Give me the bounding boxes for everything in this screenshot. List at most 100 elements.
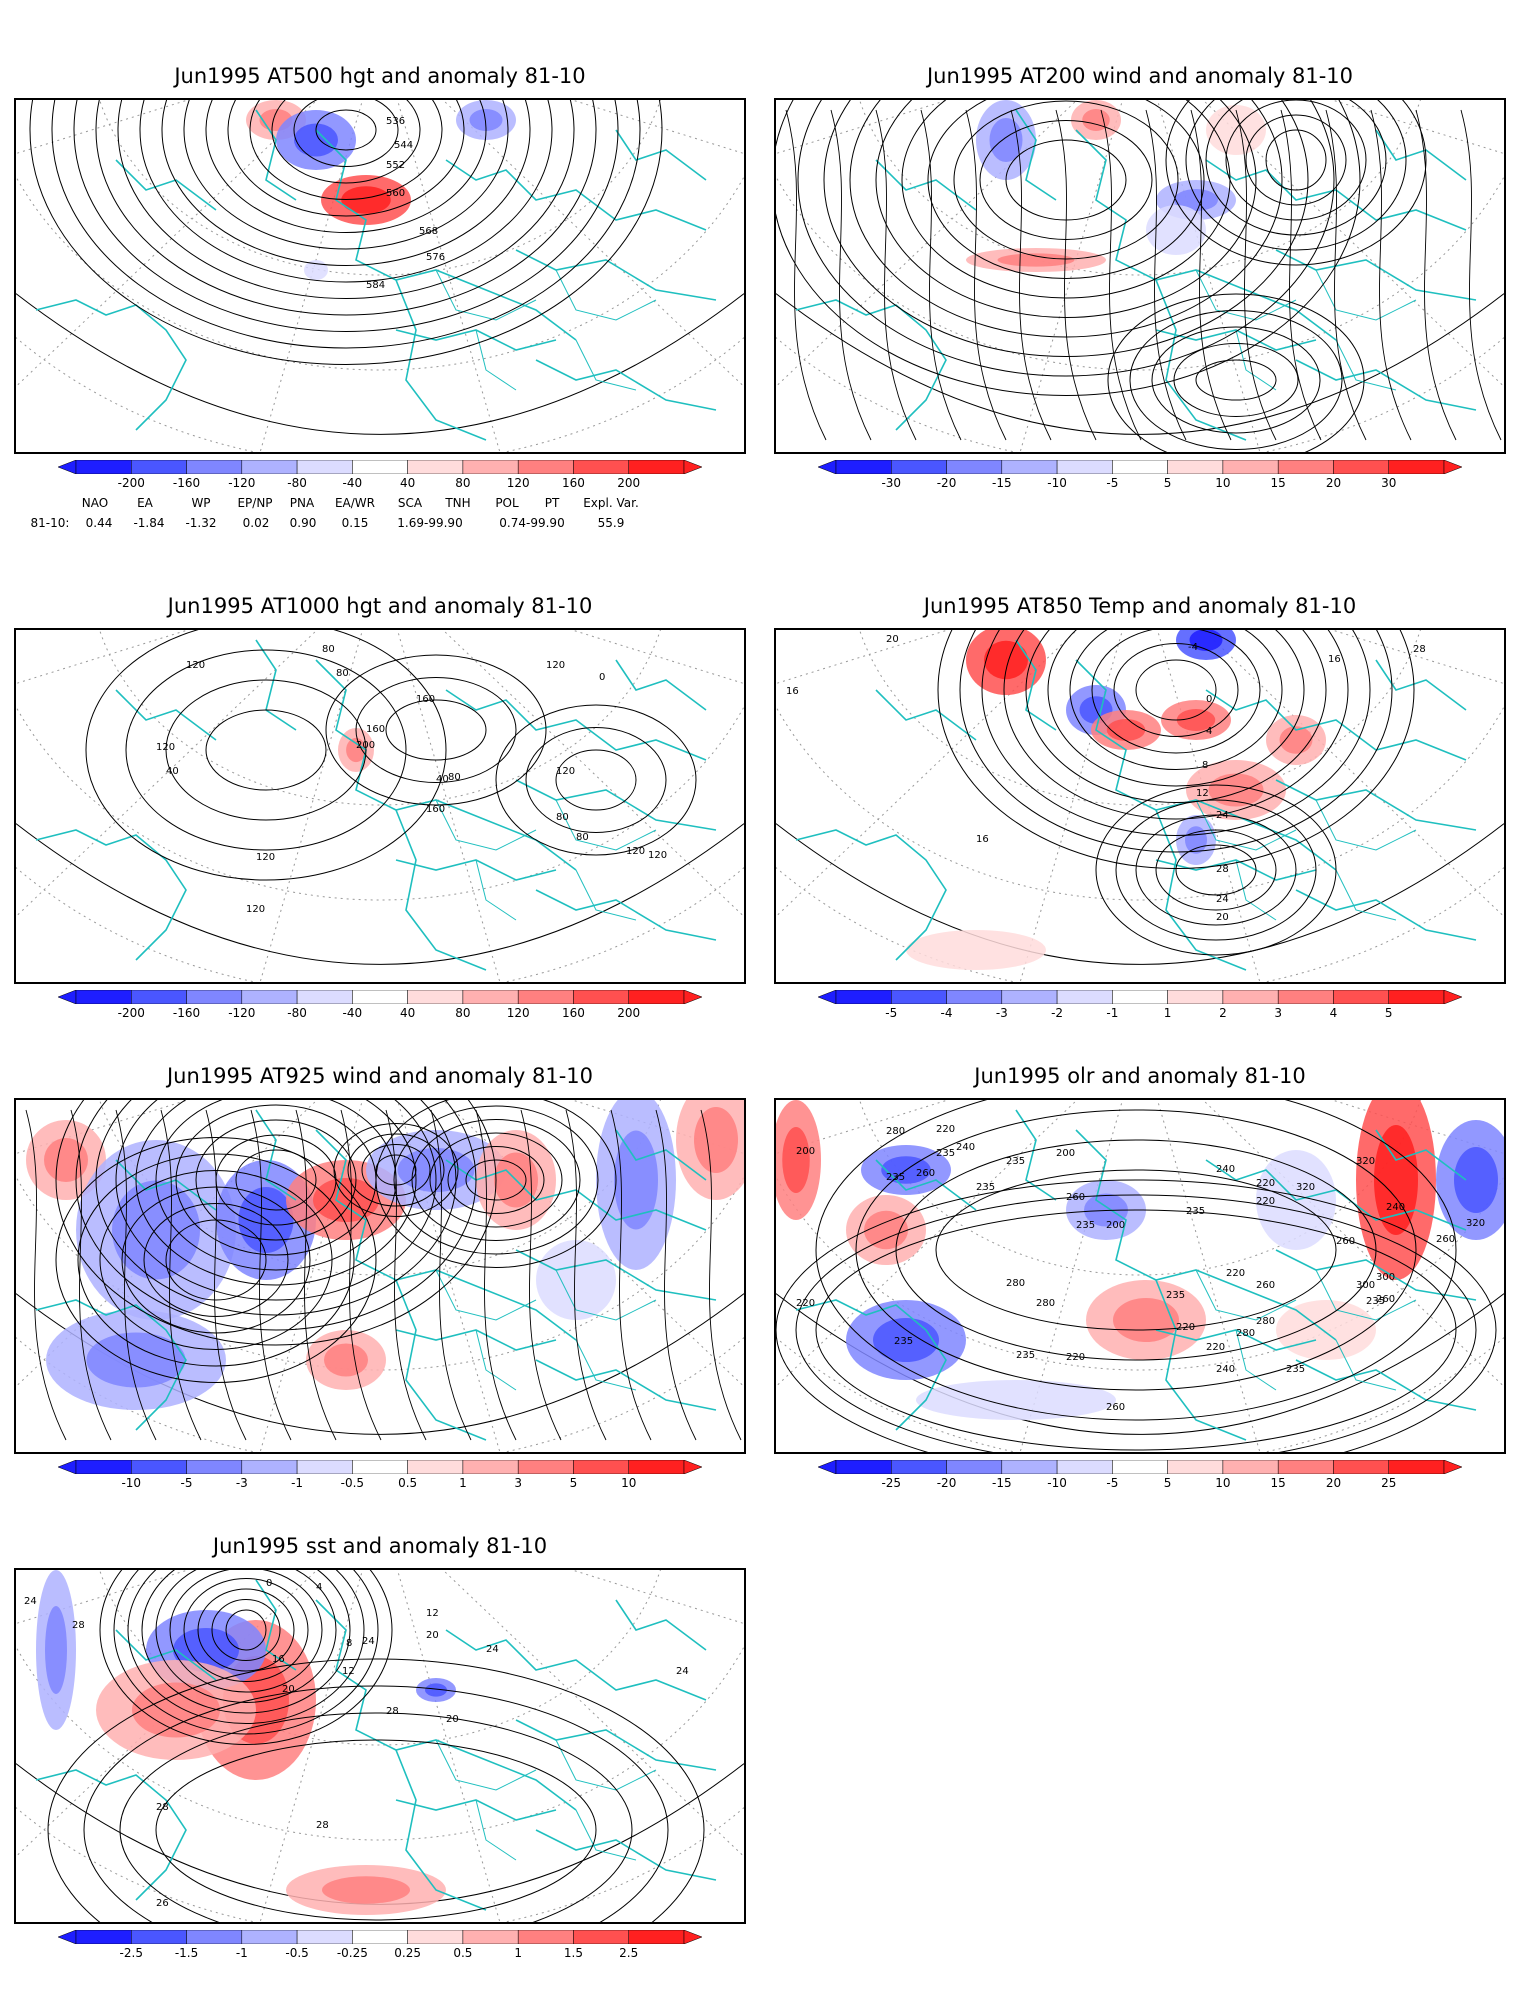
colorbar-tick-label: -15 <box>992 476 1012 490</box>
colorbar-tick-label: -2 <box>1051 1006 1064 1020</box>
teleconnection-header: NAO EA WP EP/NP PNA EA/WR SCA TNH POL PT Expl. Var… <box>0 496 740 512</box>
colorbar-tick-label: -5 <box>180 1476 193 1490</box>
contour-label: 120 <box>246 904 265 915</box>
colorbar-tick-label: 120 <box>506 476 530 490</box>
contour-label: 235 <box>1186 1206 1205 1217</box>
contour-label: 24 <box>1216 810 1229 821</box>
teleconnection-value-cell: -1.32 <box>185 516 217 530</box>
contour-label: 24 <box>676 1666 689 1677</box>
contour-label: 260 <box>1066 1192 1085 1203</box>
colorbar-tick-label: -0.25 <box>336 1946 368 1960</box>
contour-label: 80 <box>556 812 569 823</box>
contour-label: 120 <box>648 850 667 861</box>
panel-title-7: Jun1995 sst and anomaly 81-10 <box>212 1534 548 1558</box>
teleconnection-header-cell: EA/WR <box>334 496 376 510</box>
contour-label: 12 <box>1196 788 1209 799</box>
colorbar-tick-label: -10 <box>1047 1476 1067 1490</box>
teleconnection-value-cell: 1.69-99.90 <box>397 516 463 530</box>
colorbar-tick-label: 5 <box>1384 1006 1393 1020</box>
contour-label: 16 <box>1328 654 1341 665</box>
contour-label: 240 <box>956 1142 975 1153</box>
colorbar-tick-label: -5 <box>885 1006 898 1020</box>
contour-label: 235 <box>1016 1350 1035 1361</box>
colorbar-tick-label: 1 <box>1163 1006 1172 1020</box>
contour-label: 320 <box>1356 1156 1375 1167</box>
contour-label: 28 <box>1216 864 1229 875</box>
panel-title-1: Jun1995 AT500 hgt and anomaly 81-10 <box>174 64 586 88</box>
teleconnection-value-cell: 55.9 <box>597 516 625 530</box>
contour-label: 24 <box>1216 894 1229 905</box>
contour-label: 80 <box>448 772 461 783</box>
colorbar-tick-label: 1 <box>514 1946 522 1960</box>
colorbar-tick-label: -20 <box>936 476 957 490</box>
contour-label: 120 <box>256 852 275 863</box>
map-500hgt: 536 544 552 560 568 576 584 <box>14 98 746 454</box>
contour-label: 544 <box>394 140 413 151</box>
colorbar-tick-label: 80 <box>455 1006 471 1020</box>
contour-label: 220 <box>1176 1322 1195 1333</box>
teleconnection-header-cell: Expl. Var. <box>583 496 639 510</box>
colorbar-tick-label: 20 <box>1325 1476 1342 1490</box>
contour-label: 320 <box>1296 1182 1315 1193</box>
contour-label: 28 <box>1413 644 1426 655</box>
colorbar-tick-label: 4 <box>1329 1006 1338 1020</box>
colorbar-tick-label: 3 <box>1274 1006 1282 1020</box>
colorbar-tick-label: 2 <box>1219 1006 1227 1020</box>
contour-label: 568 <box>419 226 438 237</box>
colorbar-tick-label: -40 <box>342 476 363 490</box>
contour-label: 280 <box>1256 1316 1275 1327</box>
colorbar-tick-label: 15 <box>1270 1476 1286 1490</box>
colorbar-tick-label: 15 <box>1270 476 1286 490</box>
contour-label: 40 <box>436 774 449 785</box>
colorbar-tick-label: 2.5 <box>619 1946 639 1960</box>
contour-label: 220 <box>936 1124 955 1135</box>
colorbar-tick-label: -120 <box>228 476 256 490</box>
colorbar-tick-label: -0.5 <box>285 1946 309 1960</box>
colorbar-tick-label: -0.5 <box>340 1476 365 1490</box>
contour-label: 26 <box>156 1898 169 1909</box>
contour-label: 300 <box>1376 1272 1395 1283</box>
contour-label: 200 <box>1106 1220 1125 1231</box>
contour-label: 240 <box>1386 1202 1405 1213</box>
teleconnection-header-cell: SCA <box>397 496 423 510</box>
contour-label: 16 <box>976 834 989 845</box>
colorbar-1000hgt: -200 -160 -120 -80 -40 40 80 120 160 200 <box>58 990 702 1026</box>
colorbar-tick-label: -1 <box>291 1476 304 1490</box>
contour-label: 280 <box>1036 1298 1055 1309</box>
contour-label: 235 <box>1076 1220 1095 1231</box>
colorbar-tick-label: 10 <box>1215 476 1231 490</box>
contour-label: 120 <box>156 742 175 753</box>
contour-label: 0 <box>266 1578 272 1589</box>
teleconnection-header-cell: PT <box>544 496 560 510</box>
map-200wind <box>774 98 1506 454</box>
contour-label: 20 <box>426 1630 439 1641</box>
contour-label: 200 <box>796 1146 815 1157</box>
contour-label: 120 <box>186 660 205 671</box>
contour-label: 80 <box>322 644 335 655</box>
panel-title-3: Jun1995 AT1000 hgt and anomaly 81-10 <box>167 594 593 618</box>
colorbar-tick-label: -5 <box>1106 1476 1119 1490</box>
contour-label: 220 <box>1066 1352 1085 1363</box>
colorbar-tick-label: 80 <box>455 476 471 490</box>
contour-label: 28 <box>386 1706 399 1717</box>
contour-label: 235 <box>936 1148 955 1159</box>
colorbar-tick-label: 1 <box>459 1476 467 1490</box>
colorbar-tick-label: -160 <box>172 476 201 490</box>
contour-label: 0 <box>1206 694 1212 705</box>
colorbar-tick-label: -160 <box>172 1006 201 1020</box>
colorbar-tick-label: -3 <box>235 1476 248 1490</box>
colorbar-tick-label: -1.5 <box>174 1946 199 1960</box>
contour-label: 560 <box>386 188 405 199</box>
colorbar-tick-label: 160 <box>562 476 585 490</box>
colorbar-tick-label: 1.5 <box>563 1946 583 1960</box>
contour-label: 12 <box>426 1608 439 1619</box>
panel-title-2: Jun1995 AT200 wind and anomaly 81-10 <box>926 64 1354 88</box>
colorbar-tick-label: 0.5 <box>453 1946 473 1960</box>
colorbar-850temp: -5 -4 -3 -2 -1 1 2 3 4 5 <box>818 990 1462 1026</box>
contour-label: 8 <box>1202 760 1208 771</box>
contour-label: 240 <box>1216 1164 1235 1175</box>
colorbar-tick-label: 120 <box>506 1006 530 1020</box>
contour-label: 235 <box>1366 1296 1385 1307</box>
contour-label: 120 <box>546 660 565 671</box>
colorbar-sst: -2.5 -1.5 -1 -0.5 -0.25 0.25 0.5 1 1.5 2.5 <box>58 1930 702 1966</box>
